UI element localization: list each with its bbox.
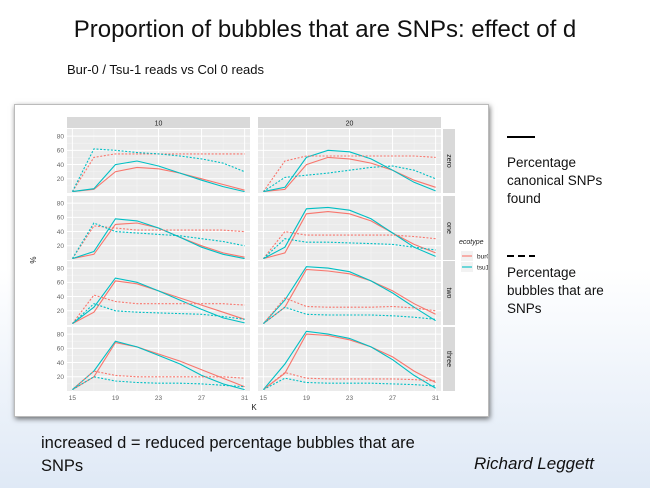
series-line-tsu1-canonical-20-zero (263, 149, 436, 193)
legend-label-tsu1: tsu1 (477, 265, 488, 272)
series-line-tsu1-canonical-20-two (262, 266, 436, 324)
series-line-tsu1-bubbles-10-two (72, 303, 245, 325)
facet-strip-col-20 (258, 117, 441, 128)
legend-dashed-line-sample (507, 255, 535, 257)
slide-subtitle: Bur-0 / Tsu-1 reads vs Col 0 reads (67, 62, 265, 77)
y-tick-label: 60 (57, 346, 65, 353)
series-line-tsu1-canonical-20-one (263, 206, 436, 260)
y-tick-label: 20 (57, 243, 65, 250)
series-line-bur0-canonical-20-three (263, 333, 436, 391)
series-line-tsu1-bubbles-10-three (72, 376, 245, 391)
legend-dashed-label: Percentage bubbles that are SNPs (507, 265, 604, 316)
series-line-bur0-bubbles-10-two (71, 294, 245, 324)
x-tick-label: 15 (69, 395, 77, 402)
y-tick-label: 40 (57, 360, 65, 367)
series-line-bur0-canonical-10-three (72, 341, 245, 391)
y-tick-label: 80 (57, 133, 65, 140)
series-line-tsu1-canonical-10-one (72, 218, 245, 260)
legend-title: ecotype (459, 239, 484, 246)
facet-strip-row-zero (443, 129, 455, 193)
y-tick-label: 60 (57, 215, 65, 222)
facet-strip-col-10 (67, 117, 250, 128)
conclusion-text: increased d = reduced percentage bubbles… (41, 434, 415, 475)
y-axis-title: % (29, 256, 38, 263)
series-line-bur0-bubbles-20-two (262, 297, 436, 324)
series-line-tsu1-canonical-10-three (72, 340, 245, 391)
series-line-bur0-canonical-20-zero (263, 156, 436, 193)
x-tick-label: 31 (241, 395, 249, 402)
series-line-bur0-bubbles-20-zero (262, 155, 436, 192)
y-tick-label: 20 (57, 308, 65, 315)
x-tick-label: 27 (198, 395, 206, 402)
facet-label-row-two: two (445, 288, 452, 299)
slide-title: Proportion of bubbles that are SNPs: eff… (73, 16, 577, 43)
x-tick-label: 27 (389, 395, 397, 402)
facet-label-row-three: three (445, 351, 452, 367)
legend-solid-label: Percentage canonical SNPs found (507, 155, 603, 206)
series-line-tsu1-canonical-10-zero (72, 160, 245, 193)
facet-strip-row-one (443, 196, 455, 260)
legend-solid-line-sample (507, 136, 535, 138)
y-tick-label: 80 (57, 265, 65, 272)
y-tick-label: 20 (57, 374, 65, 381)
series-line-tsu1-bubbles-20-zero (263, 165, 436, 193)
series-line-tsu1-bubbles-20-one (263, 238, 436, 260)
y-tick-label: 60 (57, 148, 65, 155)
y-tick-label: 40 (57, 162, 65, 169)
series-line-tsu1-bubbles-10-one (71, 222, 245, 259)
series-line-bur0-canonical-10-zero (72, 166, 245, 193)
x-tick-label: 19 (112, 395, 120, 402)
series-line-bur0-canonical-20-two (263, 268, 436, 325)
facet-label-col-10: 10 (155, 121, 163, 128)
x-axis-title: K (251, 403, 257, 412)
x-tick-label: 19 (303, 395, 311, 402)
faceted-line-chart: 10 20 zero one two three 20 40 60 80 20 40 60 80 20 40 6… (29, 117, 488, 412)
y-tick-label: 80 (57, 331, 65, 338)
facet-strip-row-two (443, 261, 455, 325)
facet-label-col-20: 20 (346, 121, 354, 128)
series-line-tsu1-bubbles-10-zero (71, 148, 245, 192)
facet-label-row-one: one (445, 222, 452, 234)
series-line-tsu1-canonical-20-three (262, 330, 436, 390)
y-tick-label: 60 (57, 280, 65, 287)
y-tick-label: 80 (57, 200, 65, 207)
x-tick-label: 23 (155, 395, 163, 402)
chart-frame: 10 20 zero one two three 20 40 60 80 20 40 60 80 20 40 6… (14, 104, 489, 417)
y-tick-label: 40 (57, 294, 65, 301)
x-tick-label: 31 (432, 395, 440, 402)
facet-strip-row-three (443, 327, 455, 391)
y-tick-label: 40 (57, 229, 65, 236)
y-tick-label: 20 (57, 176, 65, 183)
x-tick-label: 15 (260, 395, 268, 402)
facet-label-row-zero: zero (445, 154, 452, 168)
x-tick-label: 23 (346, 395, 354, 402)
author-name: Richard Leggett (474, 454, 595, 473)
legend-label-bur0: bur0 (477, 254, 488, 261)
